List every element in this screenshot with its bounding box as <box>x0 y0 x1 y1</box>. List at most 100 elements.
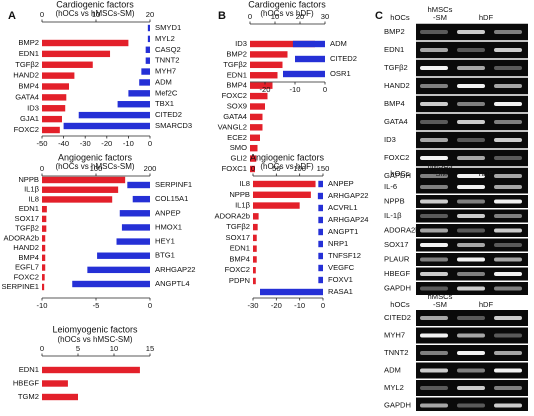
category-label: IL1β <box>24 185 40 194</box>
gel-row-label: GAPDH <box>384 171 411 180</box>
gel-band <box>420 156 448 160</box>
bar <box>42 196 113 203</box>
chart-title: Angiogenic factors <box>250 152 325 162</box>
gel-band <box>494 30 522 34</box>
bar <box>42 254 46 262</box>
category-label: ARHGAP24 <box>328 215 369 224</box>
gel-band <box>420 138 448 142</box>
gel-band <box>494 243 522 247</box>
bar <box>147 24 150 32</box>
category-label: VANGL2 <box>218 122 247 131</box>
category-label: Mef2C <box>155 88 178 97</box>
category-label: TGFβ2 <box>15 60 39 69</box>
bar <box>42 205 47 213</box>
gel-band <box>457 286 485 291</box>
category-label: SOX17 <box>15 214 39 223</box>
gel-band <box>457 403 485 408</box>
gel-row-label: FOXC2 <box>384 153 409 162</box>
gel-band <box>457 156 485 160</box>
gel-band <box>457 351 485 355</box>
gel-row-label: TNNT2 <box>384 348 408 357</box>
gel-band <box>457 120 485 124</box>
category-label: ECE2 <box>227 133 247 142</box>
gel-row-label: NPPB <box>384 197 405 206</box>
category-label: HEY1 <box>155 237 175 246</box>
category-label: EDN1 <box>227 70 247 79</box>
category-label: HBEGF <box>13 379 40 388</box>
bar <box>42 274 45 281</box>
bar <box>42 105 66 112</box>
chart-subtitle: (hOCs vs hMSCs-SM) <box>55 9 134 18</box>
bar <box>250 103 265 110</box>
category-label: BMP2 <box>18 38 39 47</box>
category-label: HMOX1 <box>155 222 182 231</box>
bar <box>295 55 325 63</box>
category-label: GATA4 <box>223 112 247 121</box>
gel-band <box>420 316 448 320</box>
category-label: TGFβ2 <box>226 222 250 231</box>
tick-label: 10 <box>110 344 118 353</box>
bar <box>63 122 150 130</box>
bar <box>42 393 78 401</box>
bar <box>42 366 140 374</box>
category-label: GJA1 <box>20 114 39 123</box>
bar <box>250 155 257 162</box>
category-label: ID3 <box>235 39 247 48</box>
bar <box>128 90 150 97</box>
category-label: MYH7 <box>155 67 176 76</box>
tick-label: 0 <box>251 164 255 173</box>
bar <box>97 252 150 259</box>
gel-band <box>457 333 485 338</box>
tick-label: -30 <box>248 301 259 310</box>
bar <box>132 195 150 203</box>
tick-label: 20 <box>296 12 304 21</box>
bar <box>318 228 323 236</box>
gel-band <box>494 351 522 355</box>
gel-strip <box>416 310 528 326</box>
gel-band <box>420 368 448 373</box>
category-label: IL1β <box>235 201 251 210</box>
bar <box>42 225 47 232</box>
gel-band <box>457 257 485 262</box>
bar <box>318 204 323 212</box>
tick-label: 20 <box>146 10 154 19</box>
gel-band <box>457 368 485 373</box>
category-label: GLI2 <box>231 154 247 163</box>
bar <box>253 277 256 285</box>
tick-label: -10 <box>123 139 134 148</box>
bar <box>42 72 75 79</box>
chart-title: Cardiogenic factors <box>248 0 326 9</box>
gel-band <box>420 120 448 124</box>
bar <box>253 256 257 263</box>
gel-band <box>457 84 485 88</box>
category-label: SERPINE1 <box>1 282 39 291</box>
gel-band <box>420 272 448 276</box>
category-label: CITED2 <box>155 110 182 119</box>
gel-band <box>494 48 522 52</box>
gel-band <box>494 403 522 408</box>
bar <box>42 244 46 252</box>
gel-lane-label: -SM <box>433 169 447 178</box>
gel-band <box>420 257 448 262</box>
bar <box>139 79 150 86</box>
tick-label: 10 <box>271 12 279 21</box>
gel-row-label: CITED2 <box>384 313 411 322</box>
category-label: BMP2 <box>226 49 247 58</box>
gel-row-label: BMP2 <box>384 27 405 36</box>
tick-label: 0 <box>40 344 44 353</box>
tick-label: 0 <box>148 301 152 310</box>
bar <box>78 111 150 119</box>
bar <box>42 215 47 223</box>
category-label: SERPINF1 <box>155 180 192 189</box>
gel-lane-label: hOCs <box>390 300 410 309</box>
panel-label: C <box>375 10 383 22</box>
bar <box>318 252 323 260</box>
gel-band <box>420 403 448 408</box>
gel-band <box>494 272 522 276</box>
bar <box>253 223 258 231</box>
category-label: ADORA2b <box>4 233 39 242</box>
tick-label: 0 <box>323 85 327 94</box>
bar <box>42 126 60 134</box>
bar <box>250 165 255 173</box>
